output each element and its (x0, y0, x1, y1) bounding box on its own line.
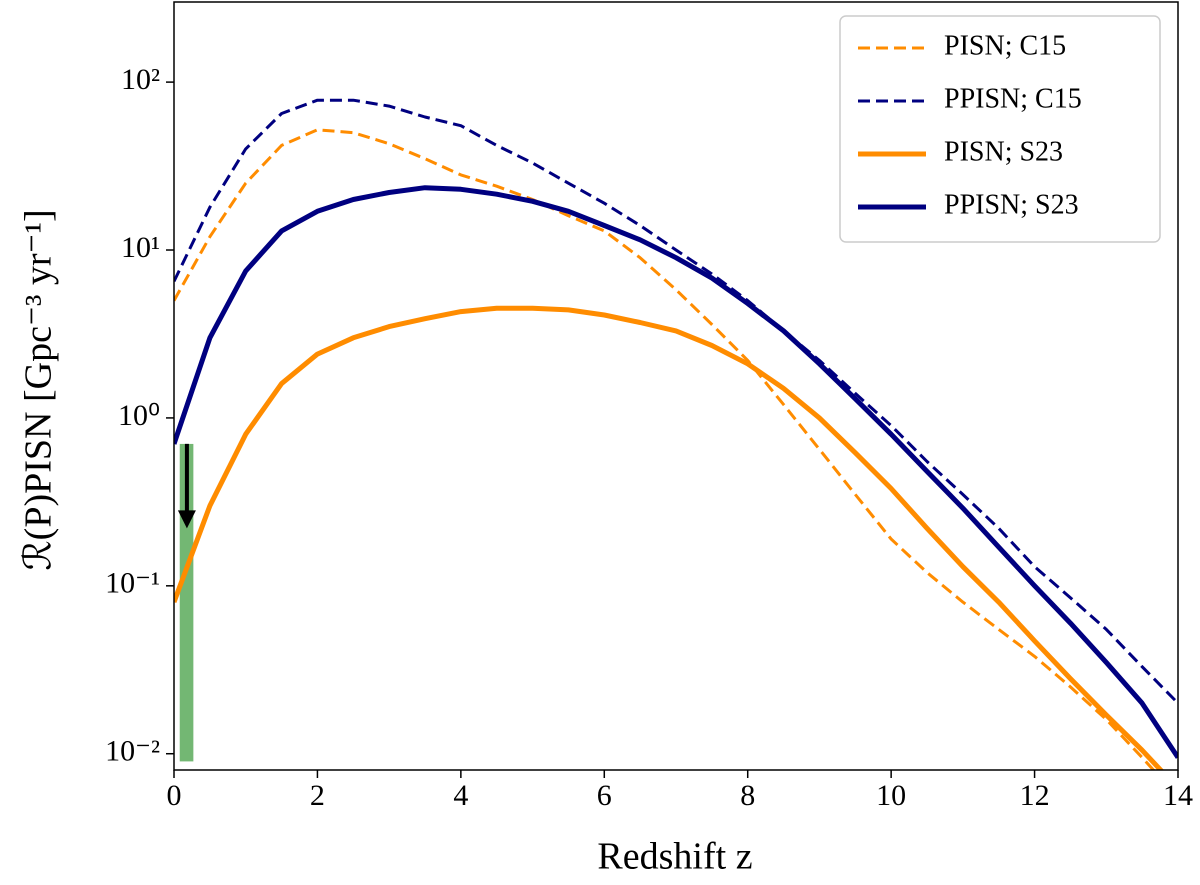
legend-box (839, 15, 1161, 243)
plot-frame (173, 1, 1179, 771)
y-axis-label: ℛ(P)PISN [Gpc⁻³ yr⁻¹] (18, 209, 60, 570)
x-tick-label: 12 (1020, 779, 1050, 812)
x-tick-label: 4 (453, 779, 468, 812)
x-tick-label: 2 (310, 779, 325, 812)
y-tick-label: 10¹ (121, 231, 160, 264)
series-line (174, 128, 1156, 770)
legend-label: PPISN; C15 (944, 83, 1082, 114)
limit-band (179, 443, 194, 762)
series-line (174, 305, 1165, 770)
x-tick-label: 14 (1163, 779, 1193, 812)
y-tick-label: 10⁰ (118, 399, 160, 432)
x-tick-label: 0 (167, 779, 182, 812)
y-tick-label: 10⁻¹ (105, 567, 160, 600)
legend: PISN; C15 PPISN; C15 PISN; S23 PPISN; S23 (839, 15, 1161, 243)
y-tick-label: 10² (121, 63, 160, 96)
x-tick-label: 6 (597, 779, 612, 812)
legend-label: PISN; C15 (944, 30, 1066, 61)
x-tick-label: 10 (876, 779, 906, 812)
legend-label: PPISN; S23 (944, 189, 1079, 220)
x-tick-label: 8 (740, 779, 755, 812)
x-axis-label: Redshift z (597, 836, 752, 878)
series-line (174, 185, 1178, 759)
plot-area (174, 98, 1178, 770)
limit-arrow-head (177, 510, 196, 529)
y-tick-label: 10⁻² (105, 735, 160, 768)
series-line (174, 98, 1178, 705)
legend-label: PISN; S23 (944, 136, 1063, 167)
